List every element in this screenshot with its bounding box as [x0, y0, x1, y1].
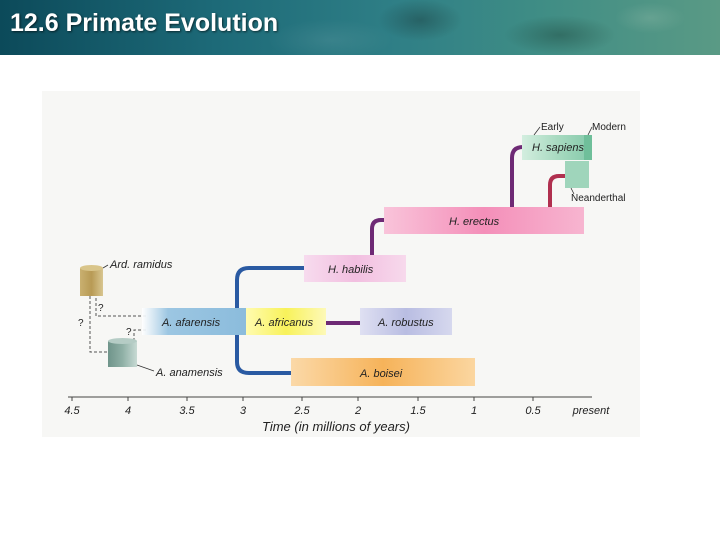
h-habilis-label: H. habilis [328, 264, 374, 276]
anamensis-afarensis-dashed-connector [133, 329, 146, 341]
a-anamensis-pointer [136, 364, 155, 372]
modern-pointer [587, 126, 593, 136]
h-sapiens-modern-bar [584, 135, 592, 160]
h-sapiens-early-bar [522, 135, 584, 160]
early-label: Early [541, 122, 564, 133]
neanderthal-label: Neanderthal [571, 193, 625, 204]
tick-label-1-5: 1.5 [410, 405, 426, 417]
a-robustus-bar [360, 308, 452, 335]
a-robustus-label: A. robustus [377, 317, 434, 329]
ard-ramidus-pointer [102, 264, 109, 269]
a-africanus-bar [246, 308, 326, 335]
h-erectus-bar [384, 207, 584, 234]
a-afarensis-label: A. afarensis [161, 317, 221, 329]
a-anamensis-label: A. anamensis [155, 367, 223, 379]
tick-label-present: present [572, 405, 611, 417]
tick-label-2: 2 [354, 405, 361, 417]
tick-label-4-5: 4.5 [64, 405, 80, 417]
question-mark-left: ? [78, 318, 84, 329]
afarensis-boisei-connector [235, 330, 291, 375]
a-afarensis-bar [142, 308, 246, 335]
a-boisei-bar [291, 358, 475, 386]
time-axis-ticks [71, 397, 534, 401]
a-boisei-label: A. boisei [359, 368, 403, 380]
ard-ramidus-cylinder [80, 265, 103, 296]
tick-label-3: 3 [240, 405, 247, 417]
tick-label-4: 4 [125, 405, 131, 417]
tick-label-3-5: 3.5 [179, 405, 195, 417]
tick-label-0-5: 0.5 [525, 405, 541, 417]
modern-label: Modern [592, 122, 626, 133]
neanderthal-bar [565, 161, 589, 188]
a-africanus-label: A. africanus [254, 317, 314, 329]
header-banner: 12.6 Primate Evolution [0, 0, 720, 55]
ard-ramidus-label: Ard. ramidus [109, 259, 173, 271]
tick-label-2-5: 2.5 [293, 405, 310, 417]
afarensis-branch-connector [235, 266, 304, 318]
tick-label-1: 1 [471, 405, 477, 417]
erectus-neanderthal-connector [548, 174, 566, 207]
h-erectus-label: H. erectus [449, 216, 500, 228]
h-sapiens-label: H. sapiens [532, 142, 584, 154]
page-title: 12.6 Primate Evolution [10, 9, 279, 37]
question-mark-lower: ? [126, 327, 132, 338]
ramidus-afarensis-dashed-connector [95, 298, 146, 317]
neanderthal-pointer [570, 187, 575, 195]
time-axis-title: Time (in millions of years) [262, 419, 410, 434]
habilis-erectus-connector [370, 218, 386, 255]
a-anamensis-cylinder [108, 338, 137, 367]
h-habilis-bar [304, 255, 406, 282]
question-mark-upper: ? [98, 303, 104, 314]
ramidus-dashed-connector [89, 296, 108, 353]
early-pointer [533, 126, 541, 136]
